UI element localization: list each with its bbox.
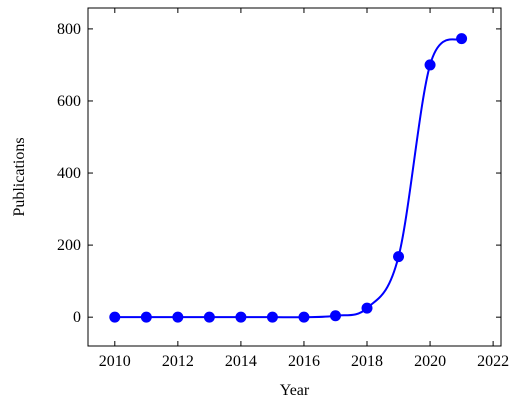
data-point [266, 311, 278, 323]
x-tick-label: 2018 [351, 353, 383, 370]
y-axis-label: Publications [11, 137, 28, 216]
y-tick-label: 200 [57, 237, 81, 254]
x-tick-label: 2012 [162, 353, 194, 370]
x-axis-ticks: 2010 2012 2014 2016 2018 2020 2022 [99, 8, 509, 370]
x-tick-label: 2016 [288, 353, 320, 370]
x-tick-label: 2010 [99, 353, 131, 370]
series-line [114, 37, 463, 319]
y-tick-label: 0 [73, 309, 81, 326]
x-tick-label: 2022 [477, 353, 509, 370]
data-point [329, 310, 341, 322]
x-axis-label: Year [280, 382, 310, 399]
data-point [172, 311, 184, 323]
data-point [424, 59, 436, 71]
y-tick-label: 600 [57, 93, 81, 110]
y-tick-label: 400 [57, 165, 81, 182]
plot-area [109, 33, 468, 323]
data-point [109, 311, 121, 323]
y-tick-label: 800 [57, 21, 81, 38]
data-point [393, 251, 405, 263]
data-point [361, 302, 373, 314]
data-point [140, 311, 152, 323]
series-layer [114, 37, 463, 319]
data-point [298, 311, 310, 323]
x-tick-label: 2020 [414, 353, 446, 370]
data-point [203, 311, 215, 323]
marker-layer [109, 33, 468, 323]
x-tick-label: 2014 [225, 353, 257, 370]
data-point [456, 33, 468, 45]
axis-frame [87, 7, 502, 347]
y-axis-ticks: 0 200 400 600 800 [57, 21, 501, 326]
data-point [235, 311, 247, 323]
